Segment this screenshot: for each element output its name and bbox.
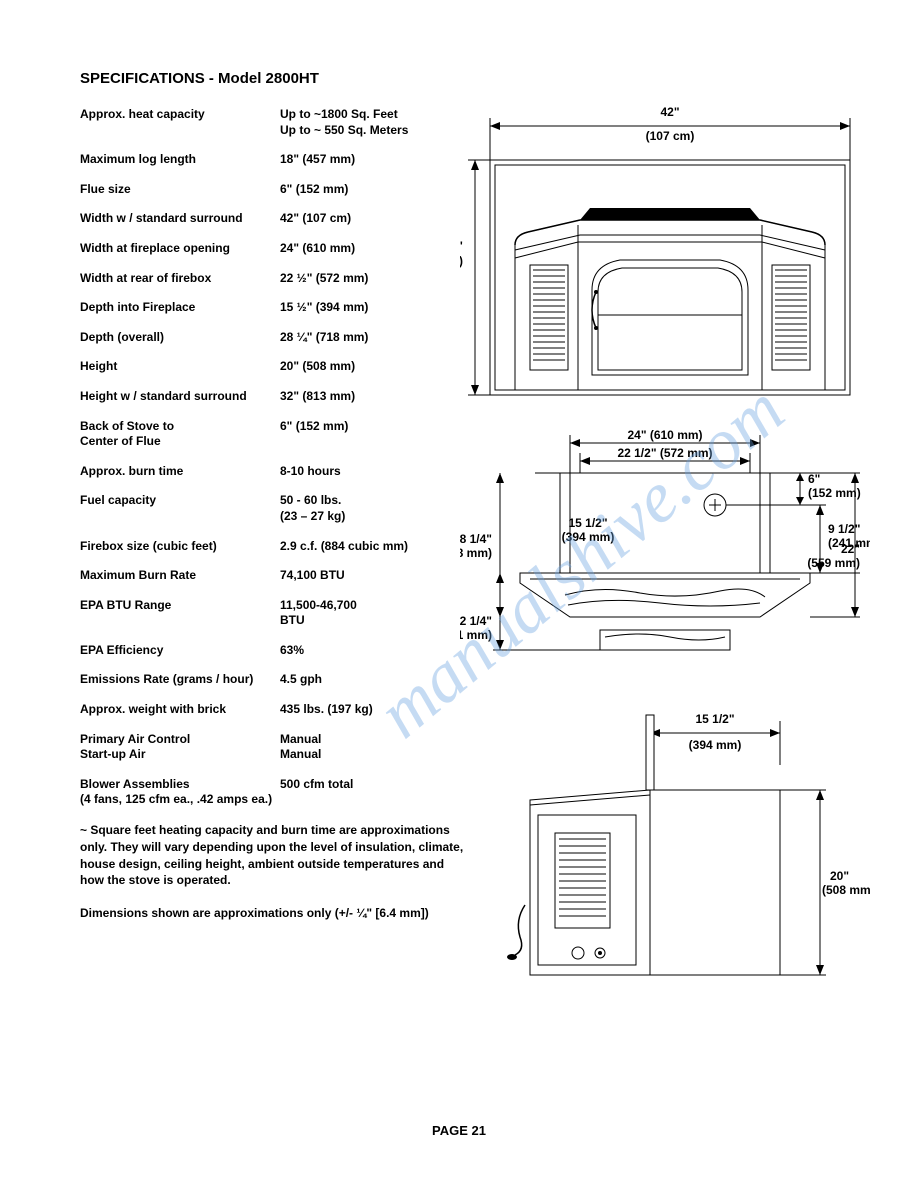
spec-row: Height20" (508 mm): [80, 359, 460, 375]
figure-top-view: 24" (610 mm) 22 1/2" (572 mm): [460, 425, 870, 685]
spec-label: EPA Efficiency: [80, 643, 280, 659]
dim-width-42: 42": [660, 105, 679, 119]
spec-value: 24" (610 mm): [280, 241, 460, 257]
spec-value: 42" (107 cm): [280, 211, 460, 227]
dim-22r: 22": [841, 542, 860, 556]
spec-row: Flue size6" (152 mm): [80, 182, 460, 198]
spec-label: Primary Air ControlStart-up Air: [80, 732, 280, 763]
spec-value: 22 ½" (572 mm): [280, 271, 460, 287]
dim-12: 12 1/4": [460, 614, 492, 628]
spec-row: Width at fireplace opening24" (610 mm): [80, 241, 460, 257]
spec-row: Approx. weight with brick435 lbs. (197 k…: [80, 702, 460, 718]
spec-row: Emissions Rate (grams / hour)4.5 gph: [80, 672, 460, 688]
spec-table: Approx. heat capacityUp to ~1800 Sq. Fee…: [80, 107, 460, 808]
spec-label: Approx. heat capacity: [80, 107, 280, 138]
dim-side-15: 15 1/2": [695, 712, 734, 726]
spec-label: Fuel capacity: [80, 493, 280, 524]
spec-label: Blower Assemblies(4 fans, 125 cfm ea., .…: [80, 777, 280, 808]
spec-row: EPA BTU Range11,500-46,700BTU: [80, 598, 460, 629]
spec-value: ManualManual: [280, 732, 460, 763]
spec-label: Maximum Burn Rate: [80, 568, 280, 584]
spec-value: 2.9 c.f. (884 cubic mm): [280, 539, 460, 555]
spec-row: Firebox size (cubic feet)2.9 c.f. (884 c…: [80, 539, 460, 555]
spec-value: 6" (152 mm): [280, 182, 460, 198]
spec-label: EPA BTU Range: [80, 598, 280, 629]
spec-label: Height w / standard surround: [80, 389, 280, 405]
dim-22: 22 1/2" (572 mm): [617, 446, 712, 460]
spec-value: 8-10 hours: [280, 464, 460, 480]
spec-value: 32" (813 mm): [280, 389, 460, 405]
spec-row: EPA Efficiency63%: [80, 643, 460, 659]
spec-row: Back of Stove toCenter of Flue6" (152 mm…: [80, 419, 460, 450]
spec-label: Height: [80, 359, 280, 375]
dim-width-42-mm: (107 cm): [646, 129, 695, 143]
spec-value: 15 ½" (394 mm): [280, 300, 460, 316]
spec-row: Maximum log length18" (457 mm): [80, 152, 460, 168]
figures-container: 42" (107 cm) 32" (813 mm): [460, 100, 870, 1030]
spec-label: Emissions Rate (grams / hour): [80, 672, 280, 688]
dim-24: 24" (610 mm): [627, 428, 702, 442]
spec-row: Depth (overall)28 ¼" (718 mm): [80, 330, 460, 346]
spec-value: 11,500-46,700BTU: [280, 598, 460, 629]
spec-label: Flue size: [80, 182, 280, 198]
spec-value: 18" (457 mm): [280, 152, 460, 168]
spec-value: 63%: [280, 643, 460, 659]
dim-15-mm: (394 mm): [562, 530, 615, 544]
dim-side-20-mm: (508 mm): [822, 883, 870, 897]
spec-value: 50 - 60 lbs.(23 – 27 kg): [280, 493, 460, 524]
spec-label: Approx. weight with brick: [80, 702, 280, 718]
dim-22r-mm: (559 mm): [807, 556, 860, 570]
dim-9: 9 1/2": [828, 522, 860, 536]
dim-28: 28 1/4": [460, 532, 492, 546]
figure-front-view: 42" (107 cm) 32" (813 mm): [460, 100, 870, 405]
spec-value: 74,100 BTU: [280, 568, 460, 584]
dim-12-mm: (311 mm): [460, 628, 492, 642]
spec-label: Approx. burn time: [80, 464, 280, 480]
footnote: ~ Square feet heating capacity and burn …: [80, 822, 470, 889]
spec-row: Maximum Burn Rate74,100 BTU: [80, 568, 460, 584]
dim-height-32-mm: (813 mm): [460, 254, 463, 268]
page-title: SPECIFICATIONS - Model 2800HT: [80, 70, 868, 87]
spec-row: Width at rear of firebox22 ½" (572 mm): [80, 271, 460, 287]
dim-height-32: 32": [460, 239, 463, 253]
dim-side-15-mm: (394 mm): [689, 738, 742, 752]
spec-row: Width w / standard surround42" (107 cm): [80, 211, 460, 227]
spec-value: 20" (508 mm): [280, 359, 460, 375]
spec-row: Height w / standard surround32" (813 mm): [80, 389, 460, 405]
spec-label: Width at rear of firebox: [80, 271, 280, 287]
spec-row: Approx. heat capacityUp to ~1800 Sq. Fee…: [80, 107, 460, 138]
spec-label: Back of Stove toCenter of Flue: [80, 419, 280, 450]
dim-6: 6": [808, 472, 820, 486]
spec-value: 4.5 gph: [280, 672, 460, 688]
spec-row: Approx. burn time8-10 hours: [80, 464, 460, 480]
spec-label: Width w / standard surround: [80, 211, 280, 227]
page-number: PAGE 21: [432, 1123, 486, 1138]
spec-value: 28 ¼" (718 mm): [280, 330, 460, 346]
spec-row: Depth into Fireplace15 ½" (394 mm): [80, 300, 460, 316]
dim-15: 15 1/2": [568, 516, 607, 530]
dim-28-mm: (718 mm): [460, 546, 492, 560]
spec-value: 435 lbs. (197 kg): [280, 702, 460, 718]
spec-label: Depth into Fireplace: [80, 300, 280, 316]
spec-value: 6" (152 mm): [280, 419, 460, 450]
figure-side-view: 15 1/2" (394 mm): [460, 705, 870, 1010]
spec-label: Firebox size (cubic feet): [80, 539, 280, 555]
spec-row: Primary Air ControlStart-up AirManualMan…: [80, 732, 460, 763]
spec-label: Width at fireplace opening: [80, 241, 280, 257]
spec-label: Maximum log length: [80, 152, 280, 168]
spec-row: Fuel capacity50 - 60 lbs.(23 – 27 kg): [80, 493, 460, 524]
spec-row: Blower Assemblies(4 fans, 125 cfm ea., .…: [80, 777, 460, 808]
dim-side-20: 20": [830, 869, 849, 883]
spec-value: Up to ~1800 Sq. FeetUp to ~ 550 Sq. Mete…: [280, 107, 460, 138]
spec-value: 500 cfm total: [280, 777, 460, 808]
dim-6-mm: (152 mm): [808, 486, 861, 500]
spec-label: Depth (overall): [80, 330, 280, 346]
dimension-note: Dimensions shown are approximations only…: [80, 905, 470, 922]
